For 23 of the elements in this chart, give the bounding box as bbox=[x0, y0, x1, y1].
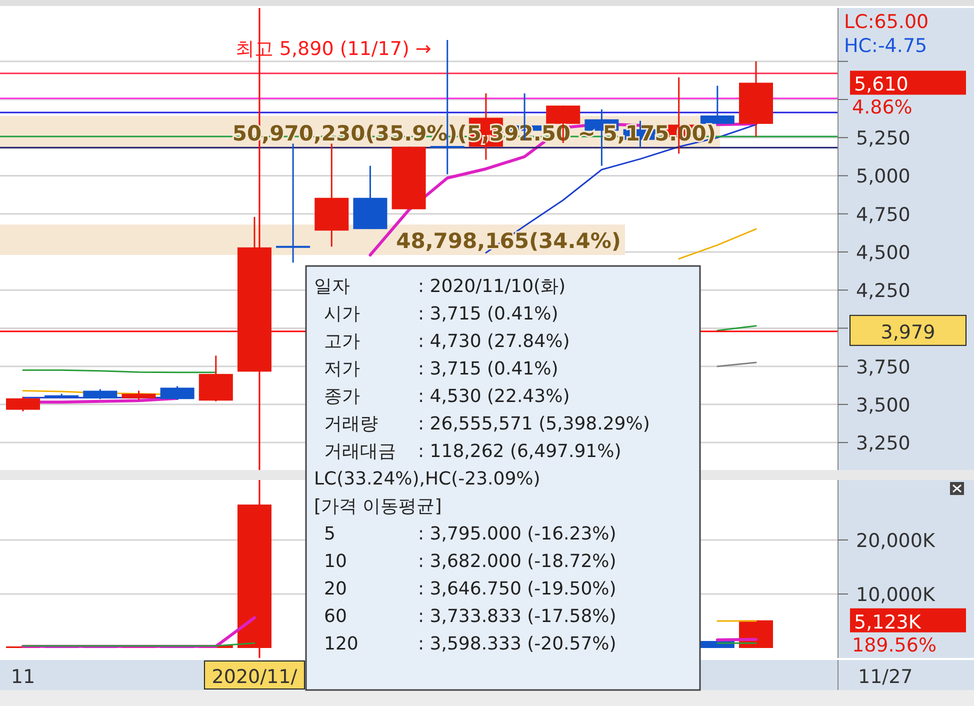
y-tick-label: 5,000 bbox=[856, 166, 910, 188]
y-tick-label: 3,500 bbox=[856, 394, 910, 416]
y-tick-label: 3,750 bbox=[856, 356, 910, 378]
y-tick-label: 4,250 bbox=[856, 280, 910, 302]
text: 5,123K bbox=[854, 611, 922, 634]
annotation: LC(33.24%),HC(-23.09%) bbox=[314, 468, 540, 490]
y-tick-label: 3,250 bbox=[856, 432, 910, 455]
y-tick-label: 5,250 bbox=[856, 128, 910, 150]
x-tick-label: 11 bbox=[10, 666, 36, 688]
text: HC:-4.75 bbox=[844, 35, 928, 57]
y-tick-label: 20,000K bbox=[856, 530, 936, 552]
y-tick-label: 10,000K bbox=[856, 584, 936, 606]
text: 189.56% bbox=[852, 634, 937, 656]
tooltip-panel: 일자 : 2020/11/10(화) 시가 : 3,715 (0.41%) 고가 : 4,730 (27.84%) 저가 : 3,715 (0.41%) 종가 : 4,530 (22.43%) 거래량 : 26,555,571 (5,398.29%) 거래대금 : 118,262 (6,497.91%) LC(33.24%),HC(-23.09%) [가격 이동평균] 5 : 3,795.000 (-16.23%) 10 : 3,682.000 (-18.72%) 20 : 3,646.750 (-19.50%) 60 : 3,733.833 (-17.58%) 120 : 3,598.333 (-20.57%) bbox=[305, 265, 701, 691]
y-tick-label: 4,750 bbox=[856, 204, 910, 226]
text: 11/27 bbox=[858, 666, 913, 688]
text: 4.86% bbox=[852, 96, 912, 119]
x-tick-label: 2020/11/ bbox=[212, 666, 298, 688]
text: 5,610 bbox=[854, 74, 908, 96]
annotation: [가격 이동평균] bbox=[314, 496, 442, 517]
ref-line-label: 3,979 bbox=[880, 321, 936, 344]
text: LC:65.00 bbox=[844, 11, 929, 33]
y-tick-label: 4,500 bbox=[856, 242, 910, 264]
